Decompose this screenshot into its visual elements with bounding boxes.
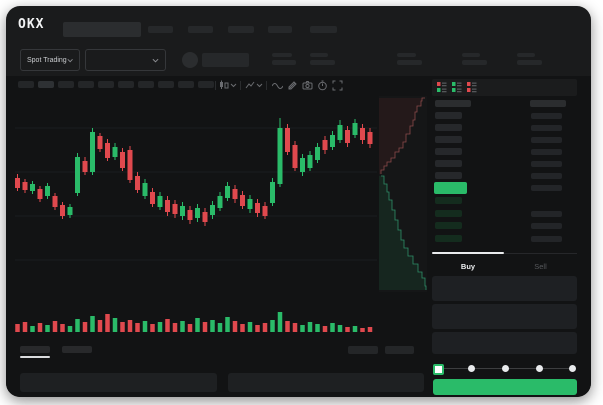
fullscreen-icon[interactable] xyxy=(332,80,343,91)
nav-item[interactable] xyxy=(228,26,254,33)
bid-row-amount xyxy=(531,223,562,229)
chevron-down-icon xyxy=(67,58,73,62)
chevron-down-icon xyxy=(152,58,159,63)
market-type-dropdown[interactable]: Spot Trading xyxy=(20,49,80,71)
market-type-label: Spot Trading xyxy=(27,56,67,64)
tab-sell[interactable]: Sell xyxy=(534,262,547,271)
bottom-action-button[interactable] xyxy=(348,346,378,354)
ask-row-amount xyxy=(531,113,562,119)
slider-stop-dot[interactable] xyxy=(536,365,543,372)
ask-row-price[interactable] xyxy=(435,160,462,167)
coin-avatar xyxy=(182,52,198,68)
bottom-tab[interactable] xyxy=(20,346,50,353)
timeframe-button[interactable] xyxy=(58,81,74,88)
ticker-stat-label xyxy=(517,53,535,57)
timer-icon[interactable] xyxy=(317,80,328,91)
orderbook-combined-icon[interactable] xyxy=(437,81,447,93)
okx-logo: OKX xyxy=(18,17,45,32)
ticker-stat-value xyxy=(310,60,335,65)
slider-stop-dot[interactable] xyxy=(468,365,475,372)
orderbook-header-amount xyxy=(530,100,566,107)
indicator-dropdown[interactable] xyxy=(245,80,264,91)
bid-row-price[interactable] xyxy=(435,222,462,229)
volume-chart xyxy=(15,312,373,332)
candle-style-dropdown[interactable] xyxy=(219,80,238,91)
ticker-stat-value xyxy=(397,60,422,65)
nav-item[interactable] xyxy=(148,26,173,33)
ask-row-amount xyxy=(531,161,562,167)
timeframe-button[interactable] xyxy=(138,81,154,88)
depth-chart[interactable] xyxy=(379,96,427,292)
bottom-tab-active-underline xyxy=(20,356,50,358)
slider-handle[interactable] xyxy=(433,364,444,375)
ticker-stat-value xyxy=(517,60,542,65)
ticker-stat-value xyxy=(462,60,487,65)
search-input[interactable] xyxy=(63,22,141,37)
wave-indicator-icon[interactable] xyxy=(272,80,283,91)
tab-buy[interactable]: Buy xyxy=(460,262,476,271)
trade-input-field[interactable] xyxy=(432,304,577,329)
ask-row-price[interactable] xyxy=(435,148,462,155)
ticker-stat-value xyxy=(272,60,296,65)
ask-row-amount xyxy=(531,125,562,131)
slider-stop-dot[interactable] xyxy=(569,365,576,372)
trade-input-field[interactable] xyxy=(432,276,577,301)
nav-item[interactable] xyxy=(188,26,213,33)
orderbook-header-price xyxy=(435,100,471,107)
ticker-stat-label xyxy=(310,53,328,57)
toolbar-separator xyxy=(240,81,241,90)
last-price-highlight[interactable] xyxy=(434,182,467,194)
orderbook-asks-icon[interactable] xyxy=(467,81,477,93)
ask-row-price[interactable] xyxy=(435,136,462,143)
app-window: OKX Spot Trading xyxy=(6,6,591,397)
bid-row-price[interactable] xyxy=(435,235,462,242)
toolbar-separator xyxy=(215,81,216,90)
bid-row-price[interactable] xyxy=(435,210,462,217)
timeframe-button[interactable] xyxy=(98,81,114,88)
bottom-data-panel xyxy=(228,373,424,392)
timeframe-button[interactable] xyxy=(18,81,34,88)
toolbar-separator xyxy=(266,81,267,90)
ask-row-amount xyxy=(531,149,562,155)
bottom-data-panel xyxy=(20,373,217,392)
timeframe-button[interactable] xyxy=(78,81,94,88)
ticker-stat-label xyxy=(272,53,292,57)
trade-tabs-divider xyxy=(432,253,577,254)
timeframe-button[interactable] xyxy=(198,81,214,88)
last-price-amount xyxy=(531,185,562,191)
trade-input-field[interactable] xyxy=(432,332,577,354)
last-price-placeholder xyxy=(202,53,249,67)
bottom-tab[interactable] xyxy=(62,346,92,353)
slider-stop-dot[interactable] xyxy=(502,365,509,372)
bid-row-price[interactable] xyxy=(435,197,462,204)
ask-row-amount xyxy=(531,173,562,179)
bottom-action-button[interactable] xyxy=(385,346,414,354)
ticker-stat-label xyxy=(462,53,480,57)
candlestick-chart[interactable] xyxy=(15,96,377,292)
nav-item[interactable] xyxy=(310,26,337,33)
ask-row-price[interactable] xyxy=(435,172,462,179)
orderbook-bids-icon[interactable] xyxy=(452,81,462,93)
timeframe-button[interactable] xyxy=(178,81,194,88)
ask-row-price[interactable] xyxy=(435,112,462,119)
ask-row-price[interactable] xyxy=(435,124,462,131)
bid-row-amount xyxy=(531,236,562,242)
bid-row-amount xyxy=(531,211,562,217)
camera-icon[interactable] xyxy=(302,80,313,91)
timeframe-button[interactable] xyxy=(158,81,174,88)
nav-item[interactable] xyxy=(268,26,292,33)
buy-tab-indicator xyxy=(432,252,504,254)
draw-pencil-icon[interactable] xyxy=(287,80,298,91)
timeframe-button[interactable] xyxy=(38,81,54,88)
buy-submit-button[interactable] xyxy=(433,379,577,395)
timeframe-button[interactable] xyxy=(118,81,134,88)
ask-row-amount xyxy=(531,137,562,143)
ticker-stat-label xyxy=(397,53,416,57)
pair-selector-dropdown[interactable] xyxy=(85,49,166,71)
